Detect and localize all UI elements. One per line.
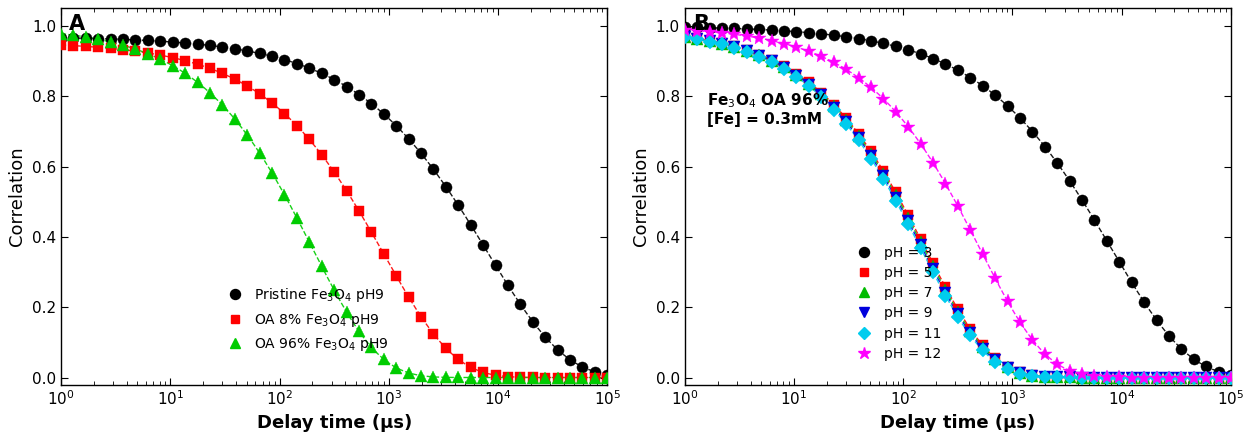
Text: Fe$_3$O$_4$ OA 96%
[Fe] = 0.3mM: Fe$_3$O$_4$ OA 96% [Fe] = 0.3mM xyxy=(707,91,828,127)
X-axis label: Delay time (μs): Delay time (μs) xyxy=(881,414,1035,432)
Legend: Pristine Fe$_3$O$_4$ pH9, OA 8% Fe$_3$O$_4$ pH9, OA 96% Fe$_3$O$_4$ pH9: Pristine Fe$_3$O$_4$ pH9, OA 8% Fe$_3$O$… xyxy=(216,280,395,359)
X-axis label: Delay time (μs): Delay time (μs) xyxy=(257,414,412,432)
Y-axis label: Correlation: Correlation xyxy=(632,147,650,246)
Y-axis label: Correlation: Correlation xyxy=(9,147,26,246)
Legend: pH = 3, pH = 5, pH = 7, pH = 9, pH = 11, pH = 12: pH = 3, pH = 5, pH = 7, pH = 9, pH = 11,… xyxy=(845,240,946,367)
Text: B: B xyxy=(693,14,709,34)
Text: A: A xyxy=(69,14,85,34)
